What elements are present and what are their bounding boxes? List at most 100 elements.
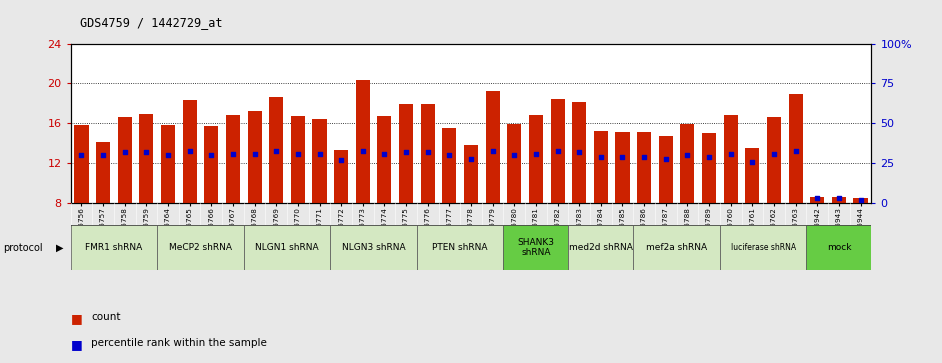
Text: NLGN3 shRNA: NLGN3 shRNA	[342, 243, 405, 252]
Bar	[356, 81, 370, 203]
Bar	[331, 225, 417, 270]
Text: MeCP2 shRNA: MeCP2 shRNA	[169, 243, 232, 252]
Point	[507, 152, 522, 158]
Point	[442, 152, 457, 158]
Point	[723, 151, 739, 157]
Text: mock: mock	[827, 243, 852, 252]
Point	[593, 154, 609, 160]
Point	[810, 196, 825, 201]
Point	[550, 148, 565, 154]
Point	[117, 149, 132, 155]
Bar	[421, 105, 435, 203]
Bar	[71, 225, 157, 270]
Point	[203, 152, 219, 158]
Bar	[550, 99, 564, 203]
Point	[355, 148, 370, 154]
Bar	[291, 117, 305, 203]
Point	[138, 149, 154, 155]
Point	[572, 149, 587, 155]
Point	[637, 154, 652, 160]
Text: mef2a shRNA: mef2a shRNA	[646, 243, 707, 252]
Bar	[139, 114, 154, 203]
Point	[95, 152, 110, 158]
Text: ■: ■	[71, 312, 82, 325]
Bar	[658, 136, 673, 203]
Bar	[378, 117, 392, 203]
Bar	[745, 148, 759, 203]
Point	[615, 154, 630, 160]
Point	[658, 156, 674, 162]
Point	[268, 148, 284, 154]
Bar	[637, 132, 651, 203]
Point	[398, 149, 414, 155]
Point	[832, 196, 847, 201]
Bar	[853, 198, 868, 203]
Bar	[832, 197, 846, 203]
Bar	[810, 197, 824, 203]
Bar	[615, 132, 629, 203]
Bar	[161, 125, 175, 203]
Bar	[204, 126, 219, 203]
Point	[788, 148, 804, 154]
Text: GDS4759 / 1442729_at: GDS4759 / 1442729_at	[80, 16, 222, 29]
Bar	[593, 131, 608, 203]
Point	[853, 197, 869, 203]
Text: PTEN shRNA: PTEN shRNA	[432, 243, 488, 252]
Bar	[313, 119, 327, 203]
Bar	[157, 225, 244, 270]
Bar	[417, 225, 503, 270]
Bar	[702, 133, 716, 203]
Point	[702, 154, 717, 160]
Point	[485, 148, 500, 154]
Bar	[507, 125, 521, 203]
Point	[225, 151, 240, 157]
Bar	[118, 118, 132, 203]
Text: luciferase shRNA: luciferase shRNA	[731, 243, 796, 252]
Bar	[806, 225, 871, 270]
Bar	[464, 145, 478, 203]
Bar	[248, 111, 262, 203]
Point	[528, 151, 544, 157]
Text: med2d shRNA: med2d shRNA	[569, 243, 633, 252]
Point	[745, 159, 760, 165]
Bar	[680, 125, 694, 203]
Bar	[633, 225, 720, 270]
Bar	[528, 115, 543, 203]
Text: percentile rank within the sample: percentile rank within the sample	[91, 338, 268, 348]
Point	[182, 148, 197, 154]
Bar	[96, 142, 110, 203]
Point	[463, 156, 479, 162]
Bar	[767, 118, 781, 203]
Bar	[723, 115, 738, 203]
Point	[680, 152, 695, 158]
Point	[290, 151, 305, 157]
Point	[420, 149, 435, 155]
Point	[377, 151, 392, 157]
Bar	[226, 115, 240, 203]
Bar	[568, 225, 633, 270]
Bar	[74, 125, 89, 203]
Bar	[244, 225, 331, 270]
Text: NLGN1 shRNA: NLGN1 shRNA	[255, 243, 319, 252]
Bar	[788, 94, 803, 203]
Bar	[183, 101, 197, 203]
Bar	[503, 225, 568, 270]
Point	[73, 152, 89, 158]
Point	[767, 151, 782, 157]
Text: ■: ■	[71, 338, 82, 351]
Bar	[269, 98, 284, 203]
Text: count: count	[91, 312, 121, 322]
Bar	[486, 91, 499, 203]
Point	[160, 152, 175, 158]
Text: ▶: ▶	[56, 243, 63, 253]
Bar	[443, 129, 456, 203]
Text: SHANK3
shRNA: SHANK3 shRNA	[517, 238, 555, 257]
Bar	[399, 105, 414, 203]
Bar	[334, 150, 349, 203]
Point	[333, 157, 349, 163]
Bar	[720, 225, 806, 270]
Bar	[572, 102, 586, 203]
Point	[312, 151, 327, 157]
Point	[247, 151, 262, 157]
Text: protocol: protocol	[3, 243, 42, 253]
